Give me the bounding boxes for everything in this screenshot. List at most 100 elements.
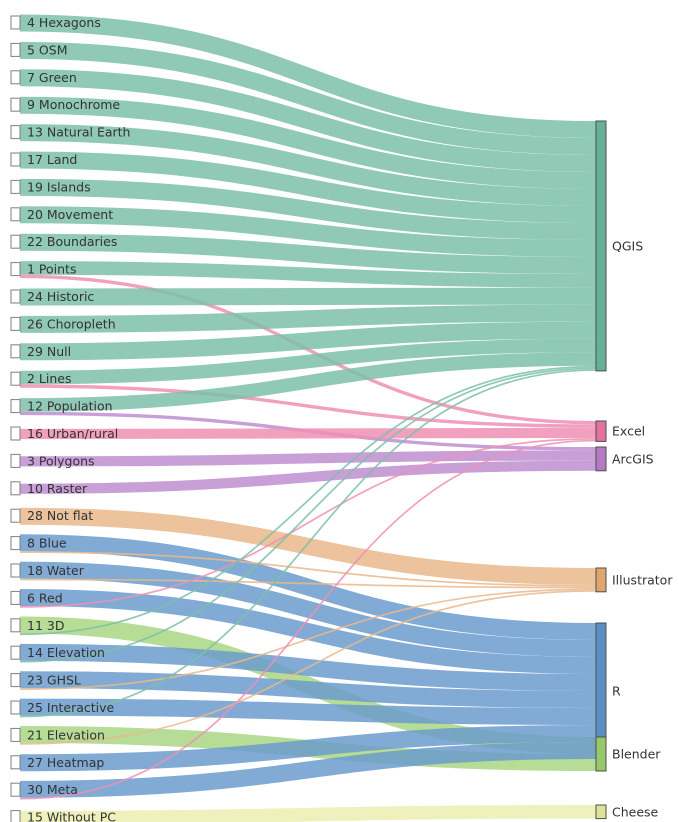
link-5-osm-to-qgis xyxy=(19,41,597,155)
link-6-red-to-excel xyxy=(19,438,597,608)
source-marker-12-population xyxy=(10,399,21,414)
target-label-excel: Excel xyxy=(612,424,645,439)
source-label-27-heatmap: 27 Heatmap xyxy=(27,755,104,770)
source-label-8-blue: 8 Blue xyxy=(27,536,67,551)
source-marker-3-polygons xyxy=(10,453,21,468)
link-18-water-to-illustrator xyxy=(19,578,597,589)
source-label-25-interactive: 25 Interactive xyxy=(27,700,115,715)
target-bar-arcgis xyxy=(595,446,607,472)
source-marker-27-heatmap xyxy=(10,755,21,770)
link-3-polygons-to-arcgis xyxy=(19,450,597,467)
link-24-historic-to-qgis xyxy=(19,287,597,306)
link-1-points-to-excel xyxy=(19,274,597,425)
link-12-population-to-qgis xyxy=(19,352,597,412)
source-marker-15-without-pc xyxy=(10,810,21,822)
target-bar-layer xyxy=(595,120,607,820)
link-29-null-to-qgis xyxy=(19,321,597,361)
target-bar-qgis xyxy=(595,120,607,372)
target-label-blender: Blender xyxy=(612,747,661,762)
target-label-illustrator: Illustrator xyxy=(612,572,673,587)
link-27-heatmap-to-r xyxy=(19,725,597,772)
source-label-1-points: 1 Points xyxy=(27,262,76,277)
source-marker-17-land xyxy=(10,152,21,167)
source-marker-16-urban-rural xyxy=(10,426,21,441)
source-marker-2-lines xyxy=(10,371,21,386)
source-label-10-raster: 10 Raster xyxy=(27,481,88,496)
target-bar-excel xyxy=(595,420,607,442)
link-25-interactive-to-qgis xyxy=(19,369,597,718)
link-4-hexagons-to-qgis xyxy=(19,14,597,138)
source-marker-9-monochrome xyxy=(10,97,21,112)
source-label-18-water: 18 Water xyxy=(27,563,85,578)
source-marker-5-osm xyxy=(10,42,21,57)
source-marker-23-ghsl xyxy=(10,673,21,688)
target-bar-illustrator xyxy=(595,567,607,593)
source-marker-1-points xyxy=(10,262,21,277)
source-label-6-red: 6 Red xyxy=(27,590,63,605)
link-30-meta-to-r xyxy=(19,742,597,798)
source-label-22-boundaries: 22 Boundaries xyxy=(27,234,117,249)
source-marker-29-null xyxy=(10,344,21,359)
target-bar-blender xyxy=(595,736,607,772)
link-14-elevation-to-qgis xyxy=(19,367,597,663)
target-label-cheese: Cheese xyxy=(612,804,659,819)
link-1-points-to-qgis xyxy=(19,261,597,288)
source-label-30-meta: 30 Meta xyxy=(27,782,78,797)
source-label-19-islands: 19 Islands xyxy=(27,179,91,194)
source-label-24-historic: 24 Historic xyxy=(27,289,94,304)
target-label-qgis: QGIS xyxy=(612,238,643,253)
link-22-boundaries-to-qgis xyxy=(19,233,597,274)
link-17-land-to-qgis xyxy=(19,151,597,223)
source-label-7-green: 7 Green xyxy=(27,70,77,85)
link-21-elevation-to-illustrator xyxy=(19,590,597,745)
source-label-17-land: 17 Land xyxy=(27,152,77,167)
source-label-21-elevation: 21 Elevation xyxy=(27,727,105,742)
link-10-raster-to-arcgis xyxy=(19,460,597,494)
link-26-choropleth-to-qgis xyxy=(19,304,597,333)
link-25-interactive-to-r xyxy=(19,698,597,725)
link-8-blue-to-r xyxy=(19,534,597,640)
source-marker-4-hexagons xyxy=(10,15,21,30)
source-marker-11-3d xyxy=(10,618,21,633)
source-marker-22-boundaries xyxy=(10,234,21,249)
source-marker-6-red xyxy=(10,590,21,605)
link-7-green-to-qgis xyxy=(19,69,597,172)
link-8-blue-to-illustrator xyxy=(19,551,597,587)
source-label-20-movement: 20 Movement xyxy=(27,207,113,222)
link-20-movement-to-qgis xyxy=(19,206,597,257)
source-marker-20-movement xyxy=(10,207,21,222)
label-layer: QGIS Excel ArcGIS Illustrator R Blender Cheese… xyxy=(27,15,673,822)
source-label-12-population: 12 Population xyxy=(27,399,113,414)
target-label-arcgis: ArcGIS xyxy=(612,451,654,466)
link-18-water-to-r xyxy=(19,561,597,657)
link-23-ghsl-to-r xyxy=(19,671,597,708)
link-30-meta-to-excel xyxy=(19,439,597,800)
source-marker-10-raster xyxy=(10,481,21,496)
target-label-r: R xyxy=(612,684,621,699)
link-15-without-pc-to-cheese xyxy=(19,805,597,822)
source-marker-28-not-flat xyxy=(10,508,21,523)
source-label-14-elevation: 14 Elevation xyxy=(27,645,105,660)
source-label-28-not-flat: 28 Not flat xyxy=(27,508,93,523)
source-label-3-polygons: 3 Polygons xyxy=(27,453,95,468)
source-marker-24-historic xyxy=(10,289,21,304)
source-label-16-urban-rural: 16 Urban/rural xyxy=(27,426,118,441)
source-label-9-monochrome: 9 Monochrome xyxy=(27,97,120,112)
link-6-red-to-r xyxy=(19,589,597,674)
source-marker-7-green xyxy=(10,70,21,85)
source-label-29-null: 29 Null xyxy=(27,344,71,359)
source-label-2-lines: 2 Lines xyxy=(27,371,72,386)
link-2-lines-to-qgis xyxy=(19,338,597,385)
source-label-13-natural-earth: 13 Natural Earth xyxy=(27,125,130,140)
source-marker-21-elevation xyxy=(10,727,21,742)
source-marker-13-natural-earth xyxy=(10,125,21,140)
link-11-3d-to-qgis xyxy=(19,365,597,636)
source-marker-19-islands xyxy=(10,179,21,194)
link-2-lines-to-excel xyxy=(19,384,597,428)
source-marker-26-choropleth xyxy=(10,316,21,331)
source-marker-25-interactive xyxy=(10,700,21,715)
source-label-5-osm: 5 OSM xyxy=(27,42,68,57)
link-13-natural-earth-to-qgis xyxy=(19,124,597,206)
source-marker-14-elevation xyxy=(10,645,21,660)
